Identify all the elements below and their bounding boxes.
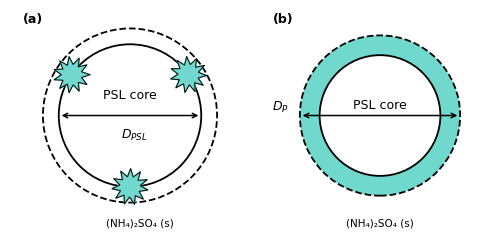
- Text: PSL core: PSL core: [353, 99, 407, 112]
- Text: PSL core: PSL core: [103, 89, 157, 102]
- Text: $D_{PSL}$: $D_{PSL}$: [120, 128, 148, 143]
- Text: (b): (b): [273, 13, 294, 26]
- Polygon shape: [54, 57, 90, 93]
- Text: (NH₄)₂SO₄ (s): (NH₄)₂SO₄ (s): [106, 218, 174, 228]
- Text: $D_P$: $D_P$: [272, 100, 289, 115]
- Text: (NH₄)₂SO₄ (s): (NH₄)₂SO₄ (s): [346, 218, 414, 228]
- Circle shape: [320, 55, 440, 176]
- Polygon shape: [170, 57, 206, 93]
- Text: (a): (a): [23, 13, 44, 26]
- Polygon shape: [112, 168, 148, 204]
- Circle shape: [300, 35, 460, 196]
